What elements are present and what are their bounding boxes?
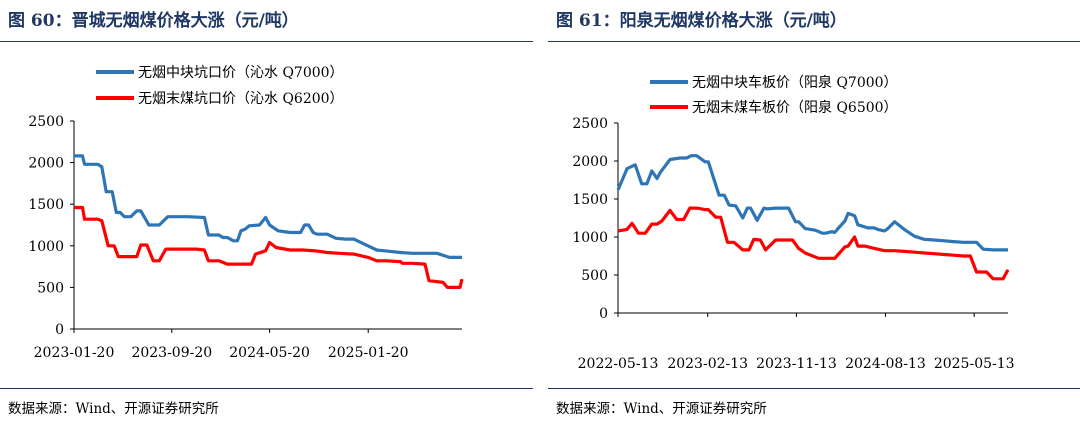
y-tick-label: 0 bbox=[55, 322, 64, 338]
y-tick-label: 1500 bbox=[572, 192, 608, 208]
y-tick-label: 2500 bbox=[572, 116, 608, 132]
chart-panel-61: 图 61：阳泉无烟煤价格大涨（元/吨） 0 500 1000 1500 2000 2500… bbox=[548, 0, 1080, 423]
y-tick-label: 1000 bbox=[28, 239, 64, 255]
y-tick-label: 0 bbox=[599, 306, 608, 322]
chart-panel-60: 图 60：晋城无烟煤价格大涨（元/吨） 0 500 1000 1500 2000 2500… bbox=[0, 0, 533, 423]
title-divider bbox=[548, 41, 1080, 42]
data-source-note: 数据来源：Wind、开源证券研究所 bbox=[8, 401, 219, 417]
y-tick-label: 500 bbox=[581, 268, 608, 284]
series-line bbox=[74, 205, 464, 289]
x-tick-label: 2024-05-20 bbox=[229, 345, 310, 361]
title-divider bbox=[0, 41, 533, 42]
x-tick-label: 2023-01-20 bbox=[34, 345, 115, 361]
legend-label: 无烟末煤坑口价（沁水 Q6200） bbox=[138, 91, 344, 107]
y-tick-label: 2500 bbox=[28, 114, 64, 130]
x-tick-label: 2023-09-20 bbox=[131, 345, 212, 361]
x-tick-label: 2023-02-13 bbox=[667, 356, 748, 372]
source-divider bbox=[0, 388, 533, 389]
legend-label: 无烟中块坑口价（沁水 Q7000） bbox=[138, 65, 344, 81]
y-tick-label: 2000 bbox=[28, 156, 64, 172]
source-divider bbox=[548, 388, 1080, 389]
series-line bbox=[616, 154, 1008, 252]
legend-label: 无烟末煤车板价（阳泉 Q6500） bbox=[692, 99, 898, 116]
y-tick-label: 1500 bbox=[28, 197, 64, 213]
y-tick-label: 1000 bbox=[572, 230, 608, 246]
series-line bbox=[74, 154, 462, 259]
x-tick-label: 2025-05-13 bbox=[934, 356, 1015, 372]
price-line-chart-yangquan: 0 500 1000 1500 2000 2500 2022-05-13 2023-02-13… bbox=[572, 74, 1015, 372]
x-tick-label: 2025-01-20 bbox=[328, 345, 409, 361]
series-line bbox=[617, 206, 1010, 281]
x-tick-label: 2023-11-13 bbox=[756, 356, 837, 372]
chart-title: 图 60：晋城无烟煤价格大涨（元/吨） bbox=[8, 11, 299, 31]
data-source-note: 数据来源：Wind、开源证券研究所 bbox=[556, 401, 767, 417]
y-tick-label: 2000 bbox=[572, 154, 608, 170]
y-tick-label: 500 bbox=[37, 280, 64, 296]
price-line-chart-jincheng: 0 500 1000 1500 2000 2500 2023-01-20 2023-09-20… bbox=[28, 65, 464, 361]
legend-label: 无烟中块车板价（阳泉 Q7000） bbox=[692, 74, 898, 91]
x-tick-label: 2022-05-13 bbox=[578, 356, 659, 372]
x-tick-label: 2024-08-13 bbox=[845, 356, 926, 372]
chart-title: 图 61：阳泉无烟煤价格大涨（元/吨） bbox=[556, 11, 847, 31]
